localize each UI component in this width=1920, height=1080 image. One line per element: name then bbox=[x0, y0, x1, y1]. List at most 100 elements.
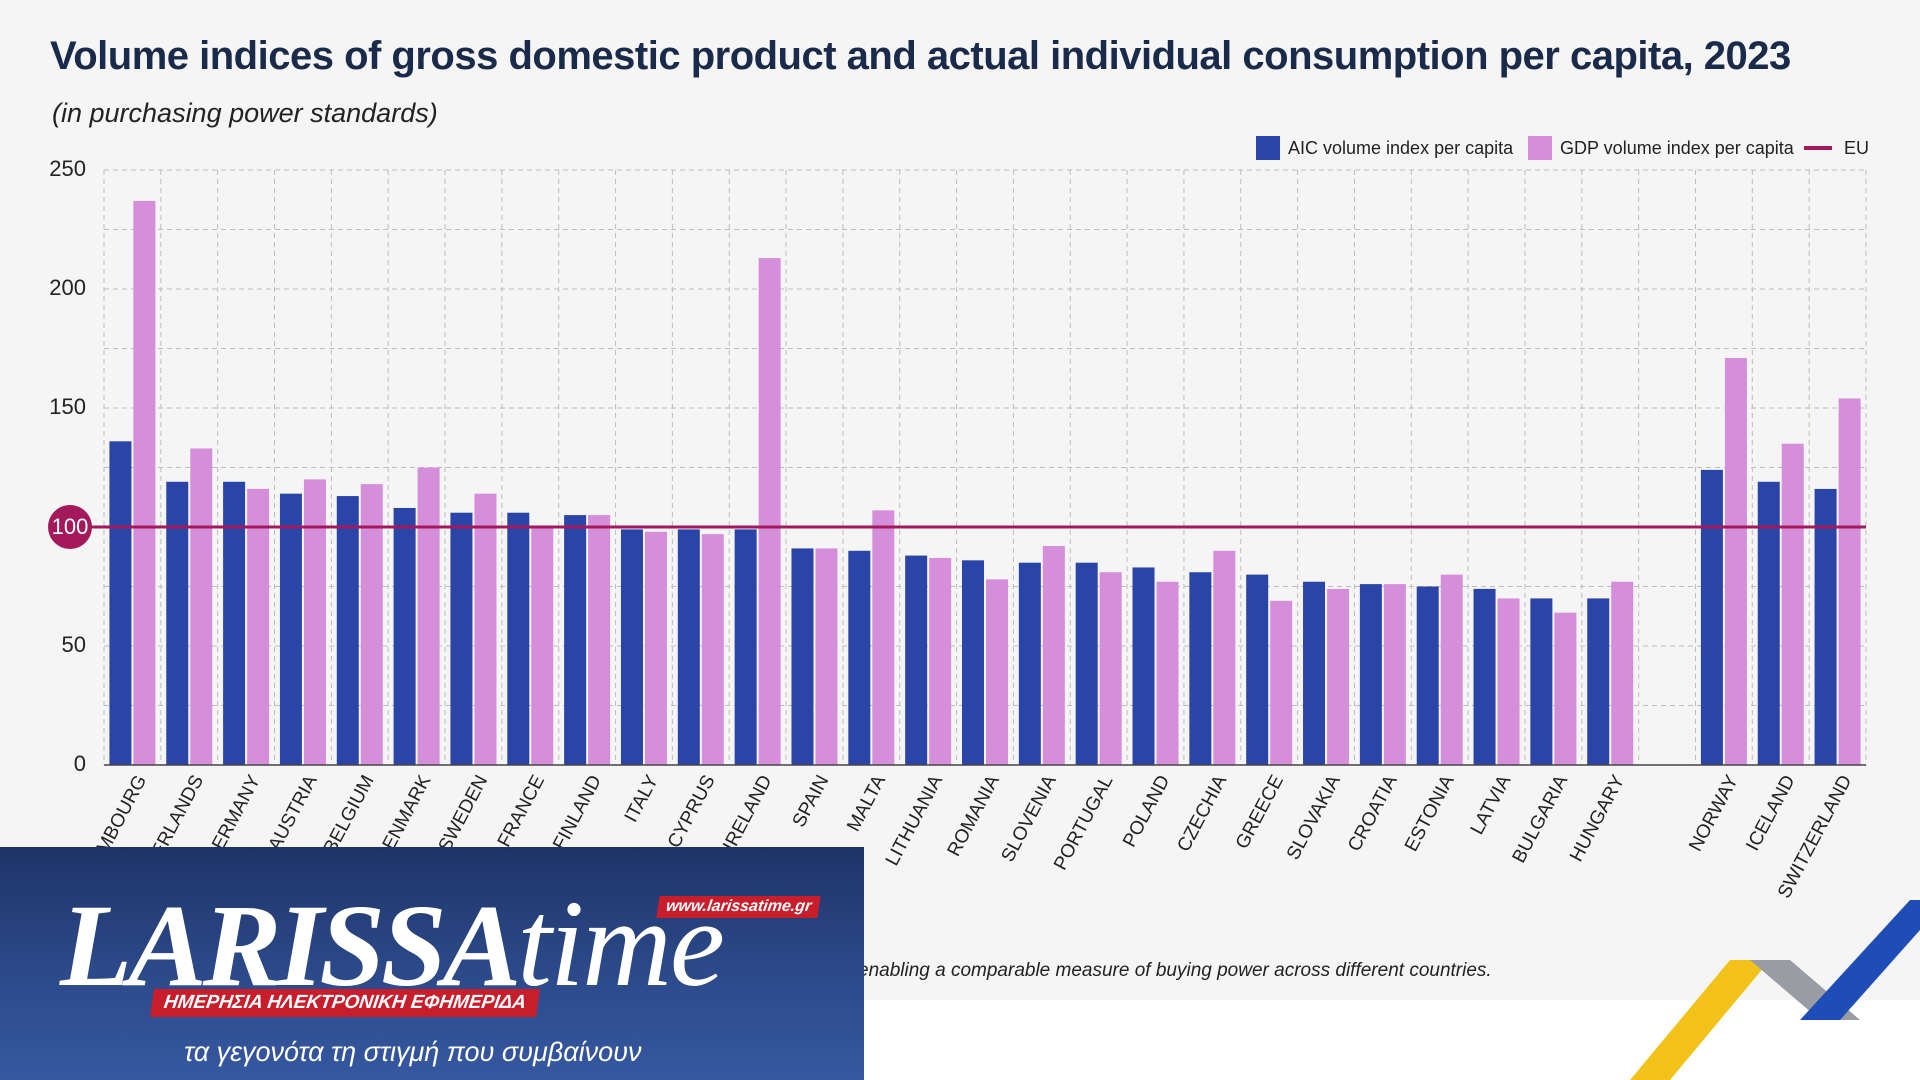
bar-gdp-malta bbox=[872, 510, 895, 765]
x-tick-label: CYPRUS bbox=[664, 772, 720, 852]
bar-aic-norway bbox=[1700, 469, 1723, 765]
bar-aic-malta bbox=[848, 550, 871, 765]
legend-gdp-swatch bbox=[1528, 136, 1552, 160]
logo-tagline: τα γεγονότα τη στιγμή που συμβαίνουν bbox=[184, 1037, 642, 1067]
bar-aic-belgium bbox=[336, 496, 359, 765]
bar-aic-lithuania bbox=[905, 555, 928, 765]
chart-title: Volume indices of gross domestic product… bbox=[50, 34, 1791, 78]
bar-aic-germany bbox=[223, 481, 246, 765]
bar-aic-bulgaria bbox=[1530, 598, 1553, 765]
bar-gdp-denmark bbox=[417, 467, 440, 765]
bar-gdp-netherlands bbox=[190, 448, 213, 765]
x-tick-label: ESTONIA bbox=[1401, 772, 1459, 855]
x-tick-label: SLOVENIA bbox=[998, 772, 1061, 866]
bar-gdp-ireland bbox=[758, 258, 781, 765]
bar-gdp-germany bbox=[247, 488, 270, 765]
yellow-stripe bbox=[1630, 960, 1770, 1080]
footnote: enabling a comparable measure of buying … bbox=[858, 960, 1492, 981]
x-tick-label: POLAND bbox=[1119, 772, 1174, 851]
bar-aic-france bbox=[507, 512, 530, 765]
larissatime-logo: LARISSAtime www.larissatime.gr ΗΜΕΡΗΣΙΑ … bbox=[0, 847, 864, 1080]
bar-gdp-luxembourg bbox=[133, 200, 156, 765]
bar-aic-spain bbox=[791, 548, 814, 765]
bar-gdp-estonia bbox=[1440, 574, 1463, 765]
legend-aic-swatch bbox=[1256, 136, 1280, 160]
bar-aic-poland bbox=[1132, 567, 1155, 765]
y-tick-label: 150 bbox=[49, 394, 86, 419]
logo-word-main: LARISSA bbox=[60, 880, 521, 1011]
bar-gdp-portugal bbox=[1099, 572, 1122, 765]
eu-reference: 100 bbox=[48, 505, 1866, 549]
bar-aic-denmark bbox=[393, 507, 416, 765]
bar-aic-estonia bbox=[1416, 586, 1439, 765]
x-tick-label: HUNGARY bbox=[1566, 772, 1629, 866]
blue-stripe bbox=[1800, 900, 1920, 1020]
bar-gdp-poland bbox=[1156, 581, 1179, 765]
x-tick-label: SWEDEN bbox=[435, 772, 493, 856]
bar-aic-austria bbox=[279, 493, 302, 765]
x-tick-label: ICELAND bbox=[1742, 772, 1799, 855]
legend-aic-label: AIC volume index per capita bbox=[1288, 138, 1514, 158]
y-tick-label-100: 100 bbox=[52, 514, 89, 539]
logo-url: www.larissatime.gr bbox=[656, 896, 821, 918]
x-tick-label: LITHUANIA bbox=[882, 772, 947, 870]
bar-aic-hungary bbox=[1587, 598, 1610, 765]
bar-gdp-hungary bbox=[1611, 581, 1634, 765]
bar-aic-sweden bbox=[450, 512, 473, 765]
legend: AIC volume index per capita GDP volume in… bbox=[1256, 136, 1869, 160]
bar-gdp-iceland bbox=[1781, 443, 1804, 765]
x-tick-label: MALTA bbox=[843, 772, 890, 836]
bar-aic-italy bbox=[620, 529, 643, 765]
x-tick-label: IRELAND bbox=[719, 772, 776, 855]
bar-gdp-slovenia bbox=[1042, 546, 1065, 765]
bar-gdp-austria bbox=[303, 479, 326, 765]
bar-aic-czechia bbox=[1189, 572, 1212, 765]
y-tick-label: 0 bbox=[74, 751, 86, 776]
x-tick-label: SPAIN bbox=[789, 772, 834, 831]
bar-aic-greece bbox=[1246, 574, 1269, 765]
x-tick-label: FRANCE bbox=[494, 772, 549, 851]
bar-gdp-cyprus bbox=[701, 534, 724, 765]
bar-aic-netherlands bbox=[166, 481, 189, 765]
bar-aic-romania bbox=[962, 560, 984, 765]
eu-reference-marker bbox=[48, 505, 92, 549]
x-tick-label: BELGIUM bbox=[320, 772, 379, 857]
bar-aic-switzerland bbox=[1814, 488, 1837, 765]
bar-gdp-czechia bbox=[1213, 550, 1236, 765]
x-tick-label: BULGARIA bbox=[1509, 772, 1573, 867]
y-tick-label: 200 bbox=[49, 275, 86, 300]
bar-gdp-bulgaria bbox=[1554, 612, 1577, 765]
bar-gdp-spain bbox=[815, 548, 838, 765]
x-tick-label: NORWAY bbox=[1685, 772, 1743, 855]
bar-gdp-lithuania bbox=[929, 557, 952, 765]
x-tick-label: CZECHIA bbox=[1173, 772, 1231, 856]
logo-banner: ΗΜΕΡΗΣΙΑ ΗΛΕΚΤΡΟΝΙΚΗ ΕΦΗΜΕΡΙΔΑ bbox=[150, 989, 540, 1017]
bar-aic-croatia bbox=[1359, 584, 1382, 765]
x-tick-label: AUSTRIA bbox=[265, 772, 322, 855]
bars bbox=[109, 200, 1861, 765]
legend-gdp-label: GDP volume index per capita bbox=[1560, 138, 1795, 158]
bar-gdp-norway bbox=[1724, 358, 1747, 765]
bar-gdp-italy bbox=[644, 531, 667, 765]
bar-gdp-greece bbox=[1270, 600, 1293, 765]
bar-gdp-slovakia bbox=[1327, 588, 1350, 765]
y-tick-label: 250 bbox=[49, 156, 86, 181]
bar-gdp-romania bbox=[986, 579, 1008, 765]
bar-aic-slovakia bbox=[1303, 581, 1326, 765]
bar-aic-ireland bbox=[734, 529, 757, 765]
x-tick-label: PORTUGAL bbox=[1050, 772, 1117, 874]
x-tick-label: CROATIA bbox=[1344, 772, 1402, 855]
logo-wordmark: LARISSAtime bbox=[60, 882, 725, 1006]
bar-gdp-croatia bbox=[1383, 584, 1406, 765]
x-tick-label: ROMANIA bbox=[944, 772, 1004, 860]
bar-aic-cyprus bbox=[677, 529, 700, 765]
bar-aic-slovenia bbox=[1018, 562, 1041, 765]
bar-aic-latvia bbox=[1473, 588, 1496, 765]
bar-gdp-sweden bbox=[474, 493, 497, 765]
bar-gdp-france bbox=[531, 527, 554, 765]
bar-gdp-latvia bbox=[1497, 598, 1520, 765]
decorative-stripes bbox=[1630, 900, 1920, 1080]
legend-eu-label: EU bbox=[1844, 138, 1869, 158]
bar-gdp-belgium bbox=[360, 484, 383, 765]
